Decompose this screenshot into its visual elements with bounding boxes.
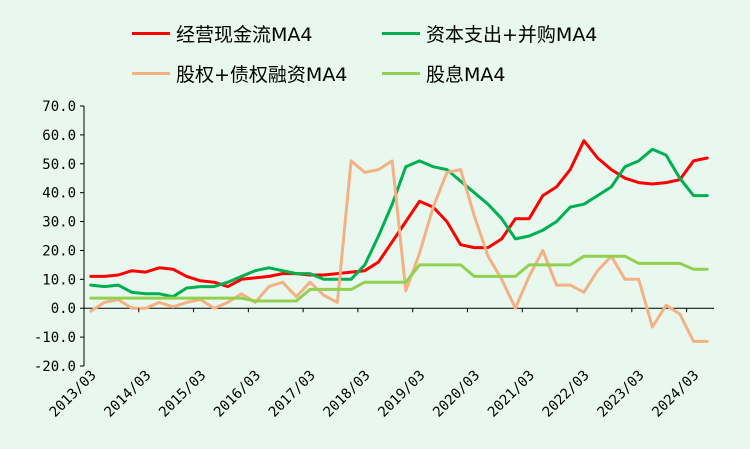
series-line-2	[89, 159, 709, 343]
x-tick-label: 2013/03	[47, 368, 100, 421]
legend-swatch-operating-cash-flow	[132, 32, 170, 35]
y-tick-label: 30.0	[42, 215, 76, 231]
legend-label-dividends: 股息MA4	[426, 64, 506, 86]
x-axis-ticks: 2013/03 2014/03 2015/03 2016/03 2017/03 2018/…	[47, 308, 702, 421]
x-tick-label: 2018/03	[321, 368, 374, 421]
x-tick-label: 2020/03	[430, 368, 483, 421]
y-tick-label: 60.0	[42, 128, 76, 144]
legend-label-operating-cash-flow: 经营现金流MA4	[176, 24, 313, 46]
y-tick-label: 70.0	[42, 99, 76, 115]
legend-item-operating-cash-flow: 经营现金流MA4	[132, 20, 312, 47]
legend-swatch-financing	[132, 72, 170, 75]
series-layer	[89, 139, 709, 343]
x-tick-label: 2019/03	[375, 368, 428, 421]
x-tick-label: 2016/03	[211, 368, 264, 421]
legend-swatch-capex-ma	[382, 32, 420, 35]
y-tick-label: -10.0	[34, 330, 76, 346]
legend-label-capex-ma: 资本支出+并购MA4	[426, 24, 598, 46]
x-tick-label: 2017/03	[266, 368, 319, 421]
x-tick-label: 2022/03	[540, 368, 593, 421]
y-tick-label: 40.0	[42, 186, 76, 202]
series-line-1	[89, 147, 709, 299]
x-tick-label: 2021/03	[485, 368, 538, 421]
y-tick-label: 0.0	[51, 301, 76, 317]
legend-item-financing: 股权+债权融资MA4	[132, 60, 347, 87]
x-tick-label: 2023/03	[594, 368, 647, 421]
legend-swatch-dividends	[382, 72, 420, 75]
y-tick-label: 20.0	[42, 243, 76, 259]
x-tick-label: 2024/03	[649, 368, 702, 421]
y-tick-label: 50.0	[42, 157, 76, 173]
legend-item-capex-ma: 资本支出+并购MA4	[382, 20, 597, 47]
y-axis-ticks: 70.0 60.0 50.0 40.0 30.0 20.0 10.0 0.0 -10.0 -20.…	[34, 99, 84, 375]
series-line-3	[89, 254, 709, 303]
legend-label-financing: 股权+债权融资MA4	[176, 64, 348, 86]
legend-item-dividends: 股息MA4	[382, 60, 505, 87]
x-tick-label: 2014/03	[101, 368, 154, 421]
chart-axes	[83, 106, 714, 366]
y-tick-label: 10.0	[42, 272, 76, 288]
x-tick-label: 2015/03	[156, 368, 209, 421]
y-tick-label: -20.0	[34, 359, 76, 375]
